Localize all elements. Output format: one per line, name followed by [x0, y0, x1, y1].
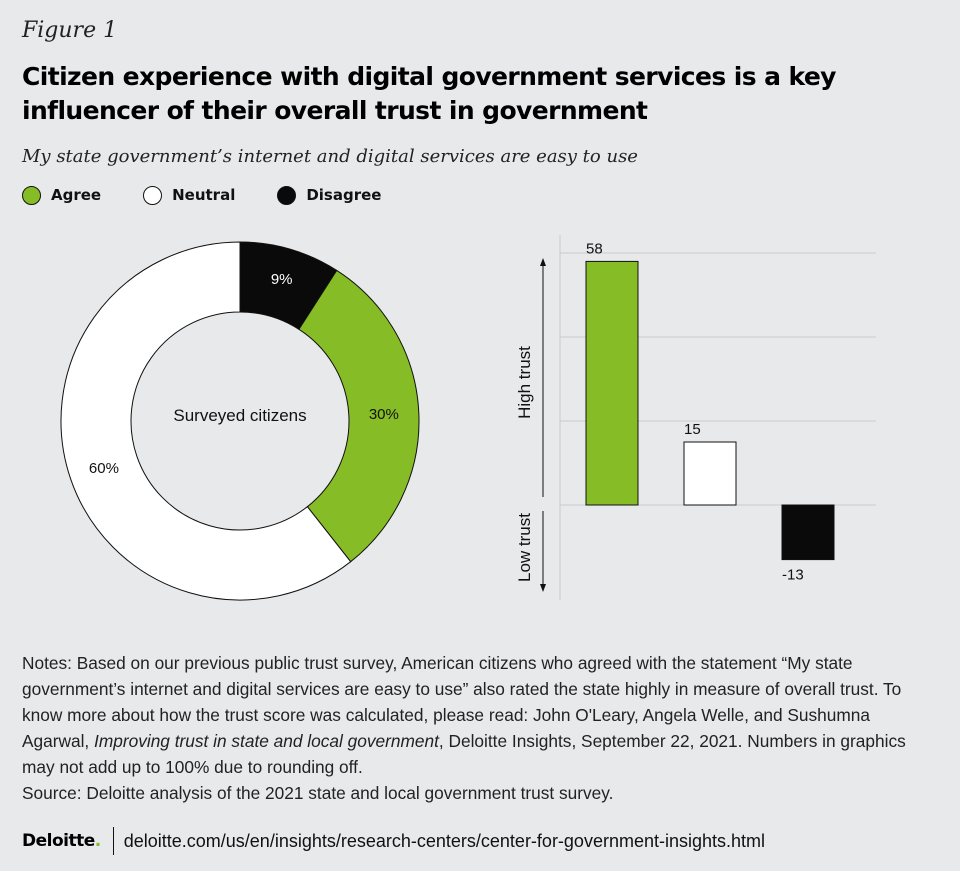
- bar-chart: High trust Low trust 58 15 -13: [515, 235, 876, 600]
- donut-label-disagree: 9%: [271, 271, 293, 288]
- bar-value-label-neutral: 15: [684, 421, 701, 438]
- notes: Notes: Based on our previous public trus…: [22, 650, 937, 806]
- source-note: Source: Deloitte analysis of the 2021 st…: [22, 783, 614, 803]
- footer: Deloitte. deloitte.com/us/en/insights/re…: [22, 826, 765, 856]
- notes-citation-title: Improving trust in state and local gover…: [94, 731, 439, 751]
- legend-label-neutral: Neutral: [172, 186, 236, 204]
- notes-text: Notes: Based on our previous public trus…: [22, 653, 902, 751]
- legend: Agree Neutral Disagree: [22, 184, 423, 206]
- legend-swatch-agree: [22, 185, 41, 205]
- charts-canvas: 9% 30% 60% Surveyed citizens High trust Low …: [60, 235, 876, 601]
- footer-url: deloitte.com/us/en/insights/research-cen…: [123, 830, 766, 851]
- up-arrow-icon: [540, 258, 546, 266]
- legend-label-agree: Agree: [51, 186, 102, 204]
- legend-swatch-neutral: [143, 185, 163, 205]
- bar-disagree: [781, 504, 835, 561]
- donut-label-agree: 30%: [369, 406, 399, 423]
- brand-dot: .: [94, 831, 101, 851]
- brand-name: Deloitte: [22, 831, 95, 851]
- donut-label-neutral: 60%: [89, 460, 119, 477]
- legend-item-agree: Agree: [22, 185, 102, 205]
- bar-agree: [585, 260, 639, 506]
- donut-center-label: Surveyed citizens: [173, 406, 306, 425]
- down-arrow-icon: [540, 584, 546, 592]
- chart-subtitle: My state government’s internet and digit…: [22, 146, 638, 167]
- legend-item-neutral: Neutral: [143, 185, 236, 205]
- legend-swatch-disagree: [277, 185, 297, 205]
- deloitte-logo: Deloitte.: [22, 831, 101, 851]
- bar-value-label-agree: 58: [586, 240, 603, 257]
- chart-title: Citizen experience with digital governme…: [22, 62, 836, 125]
- bar-value-label-disagree: -13: [782, 567, 804, 584]
- notes-text-end: , Deloitte Insights, September 22, 2021.…: [22, 731, 906, 777]
- donut-chart: 9% 30% 60% Surveyed citizens: [60, 241, 420, 601]
- legend-item-disagree: Disagree: [277, 185, 382, 205]
- donut-slice-neutral: [60, 241, 352, 601]
- legend-label-disagree: Disagree: [306, 186, 382, 204]
- axis-label-high-trust: High trust: [515, 346, 534, 419]
- figure-label: Figure 1: [22, 18, 118, 43]
- notes-paragraph: Notes: Based on our previous public trus…: [22, 650, 937, 780]
- donut-slice-agree: [298, 269, 420, 563]
- bar-neutral: [683, 441, 737, 506]
- footer-divider: [112, 827, 114, 855]
- axis-label-low-trust: Low trust: [515, 513, 534, 582]
